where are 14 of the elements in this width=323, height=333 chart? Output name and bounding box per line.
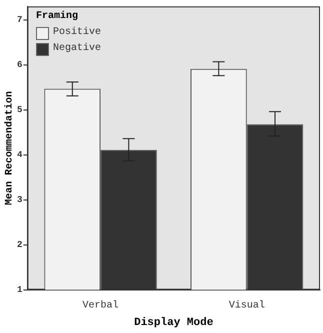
- y-tick-label: 3: [16, 195, 22, 206]
- y-tick-label: 4: [16, 150, 23, 160]
- legend-label: Positive: [53, 26, 102, 40]
- y-tick-label: 5: [16, 105, 22, 116]
- y-tick-label: 6: [16, 60, 22, 70]
- legend-title: Framing: [36, 10, 80, 24]
- y-axis-title: Mean Recommendation: [4, 91, 16, 206]
- x-tick-label: Verbal: [82, 299, 119, 312]
- y-tick-label: 1: [16, 285, 23, 296]
- legend-label: Negative: [53, 42, 102, 56]
- y-tick-label: 2: [16, 240, 22, 250]
- y-tick-label: 7: [16, 15, 22, 26]
- x-axis-title: Display Mode: [134, 317, 214, 330]
- x-tick-label: Visual: [228, 299, 265, 312]
